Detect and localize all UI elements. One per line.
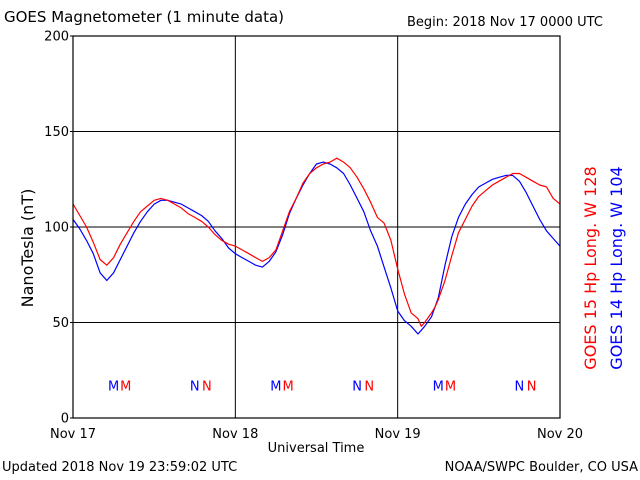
x-tick-label: Nov 20 (537, 427, 583, 442)
y-tick-label: 150 (44, 125, 69, 140)
begin-time: Begin: 2018 Nov 17 0000 UTC (407, 15, 603, 30)
legend-goes14: GOES 14 Hp Long. W 104 (607, 166, 626, 370)
marker-goes14: N (515, 380, 525, 395)
legend-goes15: GOES 15 Hp Long. W 128 (581, 166, 600, 370)
x-axis-label: Universal Time (267, 441, 365, 456)
x-tick-label: Nov 19 (375, 427, 421, 442)
marker-goes15: M (445, 380, 456, 395)
marker-goes15: N (364, 380, 374, 395)
marker-goes15: M (282, 380, 293, 395)
marker-goes15: N (527, 380, 537, 395)
x-tick-labels: Nov 17 Nov 18 Nov 19 Nov 20 (50, 427, 583, 442)
marker-goes14: M (433, 380, 444, 395)
marker-goes14: N (352, 380, 362, 395)
series-line-goes14 (72, 161, 561, 335)
y-axis-label: NanoTesla (nT) (18, 188, 37, 308)
marker-goes14: M (108, 380, 119, 395)
chart-title: GOES Magnetometer (1 minute data) (4, 8, 285, 26)
mn-markers: M N M N M NM N M N M N (108, 380, 536, 395)
series-line-goes15 (72, 157, 561, 327)
y-tick-label: 50 (52, 316, 69, 331)
marker-goes14: M (270, 380, 281, 395)
y-tick-label: 200 (44, 30, 69, 45)
marker-goes14: N (190, 380, 200, 395)
marker-goes15: M (120, 380, 131, 395)
x-tick-label: Nov 17 (50, 427, 96, 442)
y-tick-labels: 0 50 100 150 200 (44, 30, 73, 427)
y-tick-label: 0 (61, 412, 69, 427)
updated-timestamp: Updated 2018 Nov 19 23:59:02 UTC (2, 460, 238, 475)
source-credit: NOAA/SWPC Boulder, CO USA (444, 460, 638, 475)
x-tick-label: Nov 18 (212, 427, 258, 442)
marker-goes15: N (202, 380, 212, 395)
y-tick-label: 100 (44, 221, 69, 236)
series-layer (72, 157, 561, 335)
grid-lines (73, 36, 560, 418)
